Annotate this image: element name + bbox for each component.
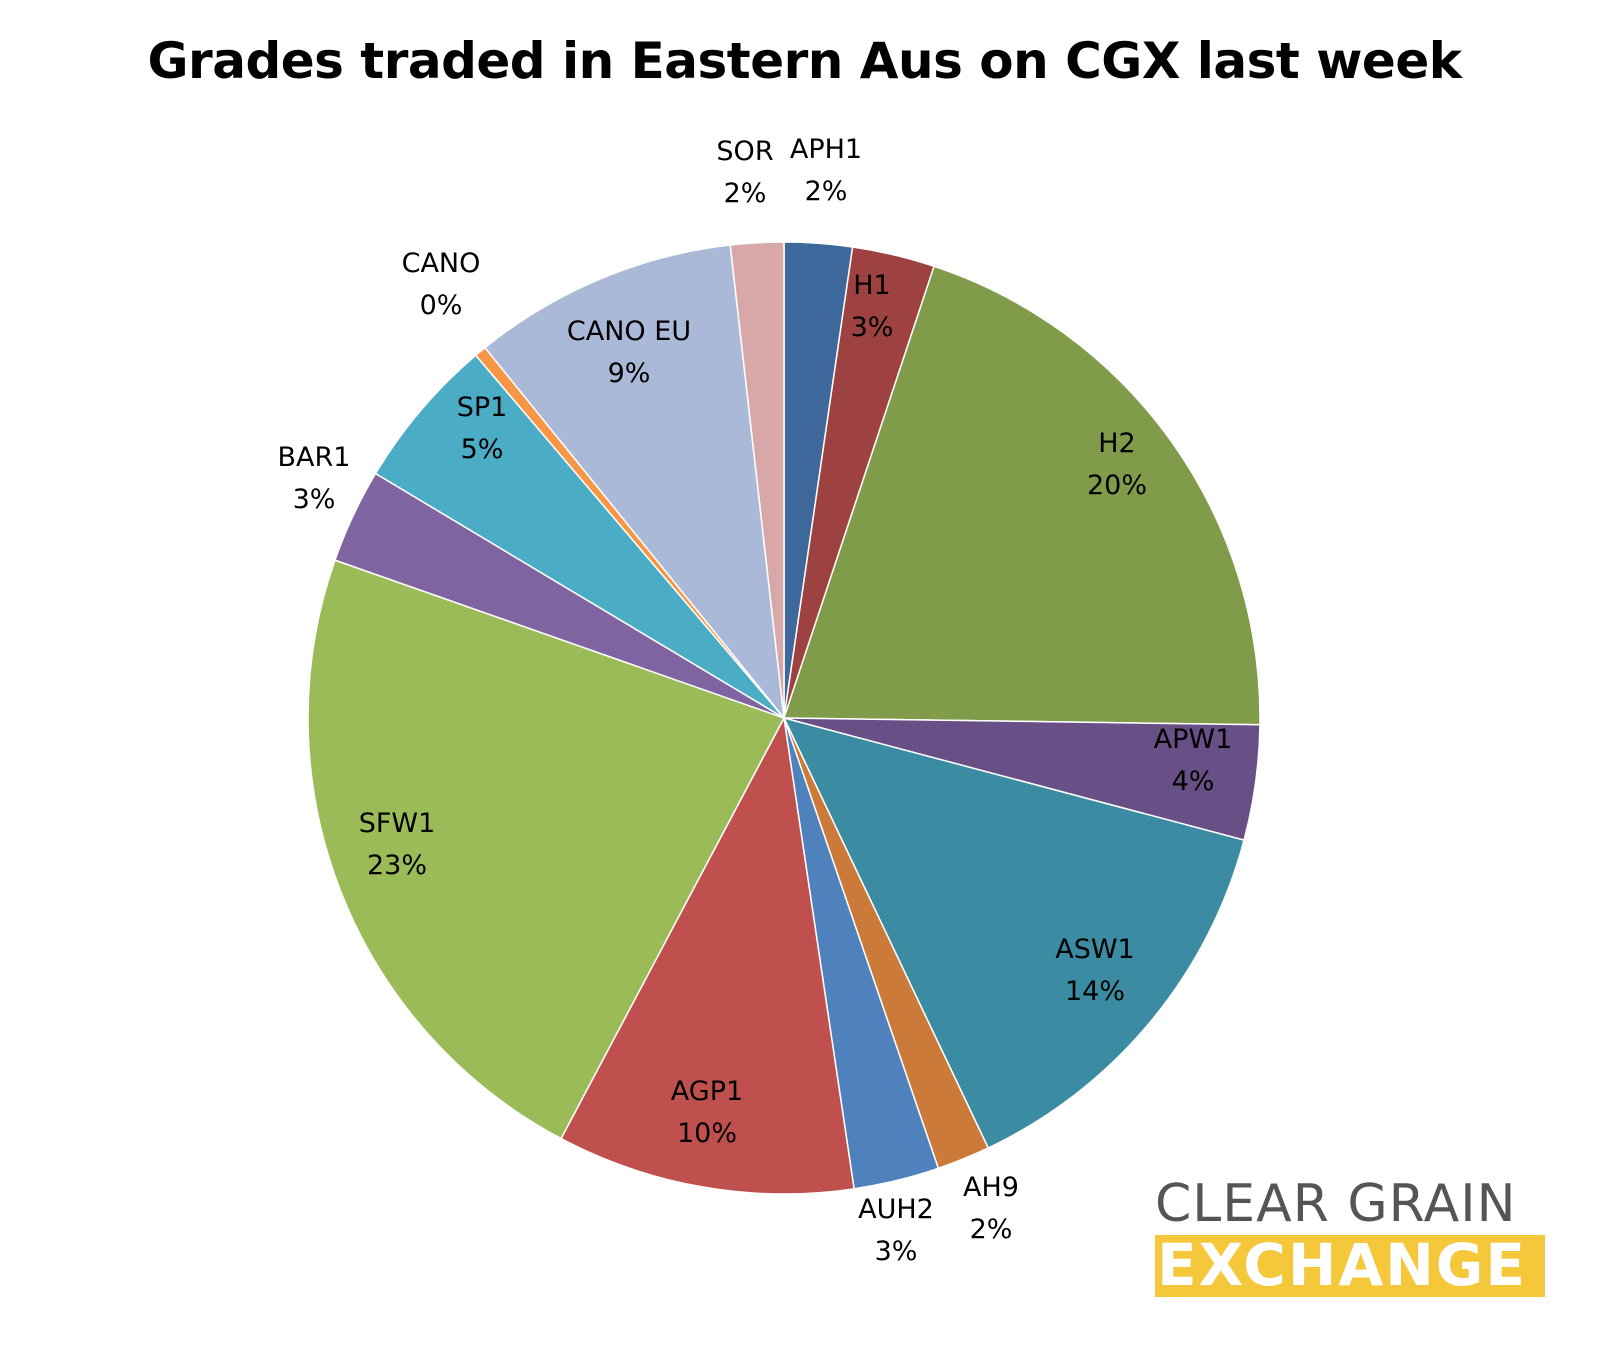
slice-label-name-apw1: APW1 <box>1154 724 1233 755</box>
logo-text-line2: EXCHANGE <box>1157 1235 1528 1297</box>
slice-label-percent-bar1: 3% <box>293 484 336 515</box>
logo-text-line2-banner: EXCHANGE <box>1155 1235 1545 1297</box>
pie-slice-sp1 <box>374 354 785 719</box>
slice-label-name-asw1: ASW1 <box>1055 934 1134 965</box>
slice-label-percent-asw1: 14% <box>1065 976 1125 1007</box>
slice-label-percent-h2: 20% <box>1087 470 1147 501</box>
slice-label-name-agp1: AGP1 <box>671 1076 743 1107</box>
pie-slice-sfw1 <box>307 559 786 1140</box>
slice-label-name-sfw1: SFW1 <box>359 808 436 839</box>
slice-label-percent-aph1: 2% <box>805 176 848 207</box>
slice-label-name-auh2: AUH2 <box>858 1194 934 1225</box>
logo-text-line1: CLEAR GRAIN <box>1155 1174 1517 1234</box>
pie-slice-agp1 <box>560 715 855 1195</box>
pie-labels: APH1 2% H1 3% H2 20% APW1 4% ASW1 14% AH9 2% AUH2 3% A… <box>278 134 1233 1267</box>
slice-label-percent-sfw1: 23% <box>367 850 427 881</box>
slice-label-percent-agp1: 10% <box>677 1118 737 1149</box>
slice-label-percent-cano: 0% <box>420 290 463 321</box>
slice-label-percent-sor: 2% <box>724 178 767 209</box>
pie-slice-h2 <box>782 265 1261 726</box>
slice-label-name-ah9: AH9 <box>963 1172 1019 1203</box>
pie-slice-cano-eu <box>483 244 786 721</box>
slice-label-percent-sp1: 5% <box>461 434 504 465</box>
pie-slices <box>307 241 1261 1195</box>
slice-label-name-cano-eu: CANO EU <box>567 316 691 347</box>
slice-label-name-cano: CANO <box>402 248 481 279</box>
slice-label-name-aph1: APH1 <box>790 134 862 165</box>
clear-grain-exchange-logo: CLEAR GRAIN EXCHANGE <box>1155 1174 1545 1297</box>
slice-label-percent-ah9: 2% <box>970 1214 1013 1245</box>
slice-label-percent-cano-eu: 9% <box>608 358 651 389</box>
slice-label-percent-h1: 3% <box>851 312 894 343</box>
slice-label-percent-apw1: 4% <box>1172 766 1215 797</box>
pie-slice-asw1 <box>782 716 1245 1149</box>
slice-label-name-sp1: SP1 <box>457 392 508 423</box>
slice-label-name-sor: SOR <box>716 136 773 167</box>
slice-label-name-bar1: BAR1 <box>278 442 351 473</box>
chart-title: Grades traded in Eastern Aus on CGX last… <box>147 32 1463 90</box>
pie-slice-sor <box>729 241 785 719</box>
slice-label-name-h1: H1 <box>853 270 890 301</box>
slice-label-name-h2: H2 <box>1098 428 1135 459</box>
slice-label-percent-auh2: 3% <box>875 1236 918 1267</box>
